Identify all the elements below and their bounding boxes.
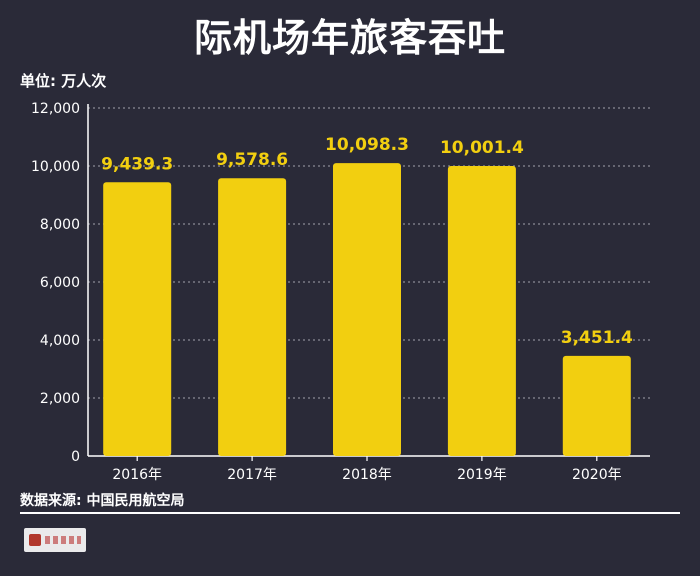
bar-value-label: 10,001.4 (440, 138, 524, 158)
x-tick-label: 2020年 (572, 467, 622, 483)
x-tick-label: 2019年 (457, 467, 507, 483)
bar-value-label: 9,578.6 (216, 150, 288, 170)
chart-title: 际机场年旅客吞吐 (193, 16, 506, 60)
x-tick-label: 2018年 (342, 467, 392, 483)
bar-value-label: 10,098.3 (325, 135, 409, 155)
x-tick-label: 2016年 (112, 467, 162, 483)
y-tick-label: 10,000 (31, 159, 80, 175)
unit-label: 单位: 万人次 (20, 72, 107, 90)
logo-text-icon (45, 536, 81, 544)
bar-value-label: 9,439.3 (101, 154, 173, 174)
bar (562, 355, 631, 456)
logo-mark-icon (29, 534, 41, 546)
news-logo-icon (24, 528, 86, 552)
y-tick-label: 4,000 (40, 333, 80, 349)
bar (218, 178, 287, 457)
y-tick-label: 12,000 (31, 101, 80, 117)
divider-line (20, 512, 680, 514)
y-tick-label: 6,000 (40, 275, 80, 291)
bar (103, 182, 172, 456)
y-tick-label: 0 (71, 449, 80, 465)
bar (333, 163, 401, 457)
y-tick-label: 8,000 (40, 217, 80, 233)
y-tick-label: 2,000 (40, 391, 80, 407)
x-tick-label: 2017年 (227, 467, 277, 483)
bar-value-label: 3,451.4 (561, 328, 633, 348)
source-note: 数据来源: 中国民用航空局 (20, 493, 185, 509)
bar (447, 165, 516, 456)
